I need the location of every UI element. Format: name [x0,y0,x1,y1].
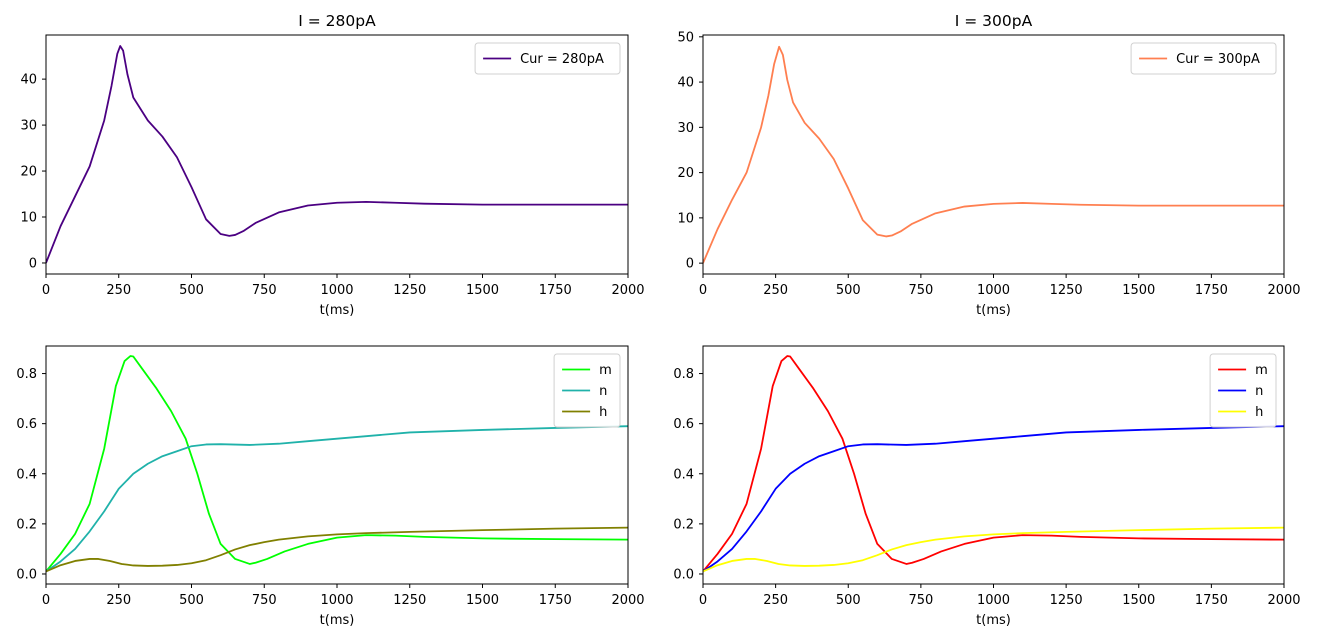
legend-frame [1130,42,1277,75]
x-tick-label: 1750 [539,593,572,608]
legend-frame [474,42,621,75]
x-tick-label: 0 [42,283,50,298]
x-tick-label: 0 [699,283,707,298]
series-line-m [46,355,628,573]
series-line-h [703,526,1284,573]
x-tick-label: 1750 [1195,283,1228,298]
x-tick-label: 1500 [466,283,499,298]
x-tick-label: 250 [106,593,131,608]
y-tick-label: 0 [29,256,37,271]
legend: Cur = 280pA [474,42,621,75]
y-tick-label: 0.2 [16,517,37,532]
x-axis-label: t(ms) [976,303,1011,318]
x-tick-label: 0 [699,593,707,608]
y-tick-label: 30 [20,119,37,134]
legend-label: n [599,384,607,399]
x-tick-label: 2000 [611,283,644,298]
y-tick-label: 0.6 [16,417,37,432]
series-line-m [703,355,1284,573]
x-tick-label: 1500 [466,593,499,608]
legend: mnh [553,353,621,428]
subplot-1: 0 250 500 750 1000 1250 1500 1750 2000 0 10 20 30 40 t… [20,12,644,318]
x-tick-label: 1250 [393,593,426,608]
y-tick-label: 0 [686,257,694,272]
chart-title: I = 280pA [298,12,376,30]
x-axis-label: t(ms) [320,303,355,318]
legend-label: n [1255,384,1263,399]
x-tick-label: 1000 [977,593,1010,608]
series-line-n [46,425,628,573]
y-tick-label: 0.4 [16,467,37,482]
subplot-2: 0 250 500 750 1000 1250 1500 1750 2000 0 10 20 30 40 5… [677,12,1300,318]
x-tick-label: 1000 [320,593,353,608]
x-tick-label: 1250 [393,283,426,298]
series-line-n [703,425,1284,573]
y-tick-label: 40 [677,76,694,91]
y-tick-label: 0.8 [673,367,694,382]
subplot-4: 0 250 500 750 1000 1250 1500 1750 2000 0.0 0.2 0.4 0… [673,345,1301,628]
chart-title: I = 300pA [955,12,1033,30]
x-axis-label: t(ms) [320,613,355,628]
series-line-h [46,526,628,573]
y-tick-label: 50 [677,30,694,45]
y-tick-label: 0.6 [673,417,694,432]
subplot-3: 0 250 500 750 1000 1250 1500 1750 2000 0.0 0.2 0.4 0… [16,345,645,628]
x-tick-label: 750 [252,593,277,608]
y-tick-label: 10 [677,211,694,226]
y-tick-label: 40 [20,73,37,88]
y-tick-label: 30 [677,121,694,136]
x-tick-label: 2000 [1267,593,1300,608]
y-tick-label: 20 [20,165,37,180]
x-tick-label: 250 [106,283,131,298]
x-tick-label: 1250 [1050,283,1083,298]
x-axis-label: t(ms) [976,613,1011,628]
x-tick-label: 500 [179,283,204,298]
x-tick-label: 1000 [977,283,1010,298]
x-tick-label: 250 [763,593,788,608]
x-tick-label: 1750 [1195,593,1228,608]
x-tick-label: 500 [836,283,861,298]
x-tick-label: 500 [179,593,204,608]
legend: Cur = 300pA [1130,42,1277,75]
series-line-cur-280pa [46,45,628,264]
legend-label: h [1255,405,1263,420]
legend-label: m [1255,363,1268,378]
x-tick-label: 2000 [1267,283,1300,298]
y-tick-label: 0.0 [673,567,694,582]
x-tick-label: 750 [908,283,933,298]
legend-label: h [599,405,607,420]
x-tick-label: 2000 [611,593,644,608]
legend: mnh [1209,353,1277,428]
y-tick-label: 20 [677,166,694,181]
legend-label: Cur = 300pA [1176,52,1260,67]
y-tick-label: 0.4 [673,467,694,482]
x-tick-label: 1250 [1050,593,1083,608]
x-tick-label: 750 [252,283,277,298]
x-tick-label: 0 [42,593,50,608]
series-line-cur-300pa [703,45,1284,264]
y-tick-label: 0.2 [673,517,694,532]
x-tick-label: 500 [836,593,861,608]
x-tick-label: 250 [763,283,788,298]
y-tick-label: 10 [20,211,37,226]
x-tick-label: 1500 [1122,283,1155,298]
axes-frame [702,345,1285,585]
legend-label: Cur = 280pA [520,52,604,67]
y-tick-label: 0.0 [16,567,37,582]
x-tick-label: 1500 [1122,593,1155,608]
x-tick-label: 750 [908,593,933,608]
axes-frame [45,345,629,585]
y-tick-label: 0.8 [16,367,37,382]
x-tick-label: 1000 [320,283,353,298]
legend-label: m [599,363,612,378]
x-tick-label: 1750 [539,283,572,298]
